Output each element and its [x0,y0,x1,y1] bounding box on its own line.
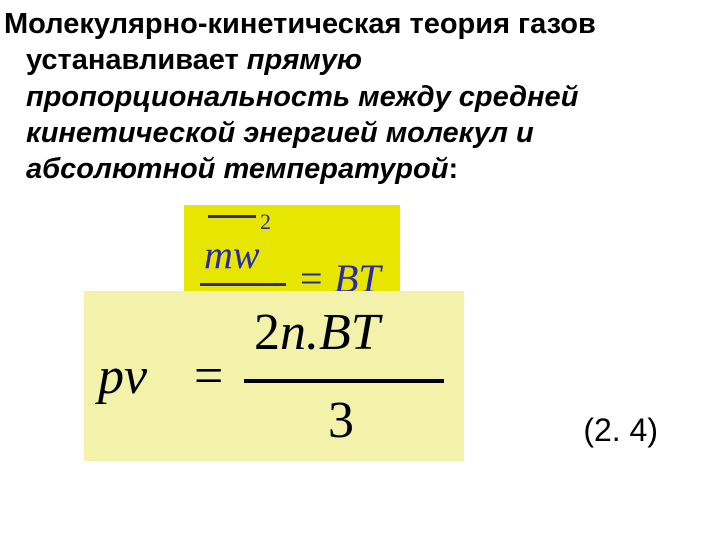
heading-line1: Молекулярно-кинетическая теория газов [4,8,596,40]
heading-line5: абсолютной температурой [26,153,448,185]
f2-lhs: pv [98,347,147,406]
f1-numerator: mw [204,231,260,278]
formula-pv: pv = 2n.BT 3 [84,291,464,461]
heading-line2-emph: прямую [247,44,362,76]
overbar [208,215,256,218]
f2-fraction-bar [244,379,444,383]
equation-number: (2. 4) [583,412,658,449]
heading-colon: : [448,153,458,185]
f1-fraction-bar [200,283,286,286]
heading-block: Молекулярно-кинетическая теория газов ус… [4,6,702,187]
heading-line3: пропорциональность между средней [26,81,578,113]
f1-superscript: 2 [260,209,271,235]
f2-denominator: 3 [328,391,354,450]
f2-numerator: 2n.BT [254,303,380,362]
f2-equals: = [194,347,223,406]
heading-line4: кинетической энергией молекул и [26,117,534,149]
heading-line2-normal: устанавливает [26,44,247,76]
